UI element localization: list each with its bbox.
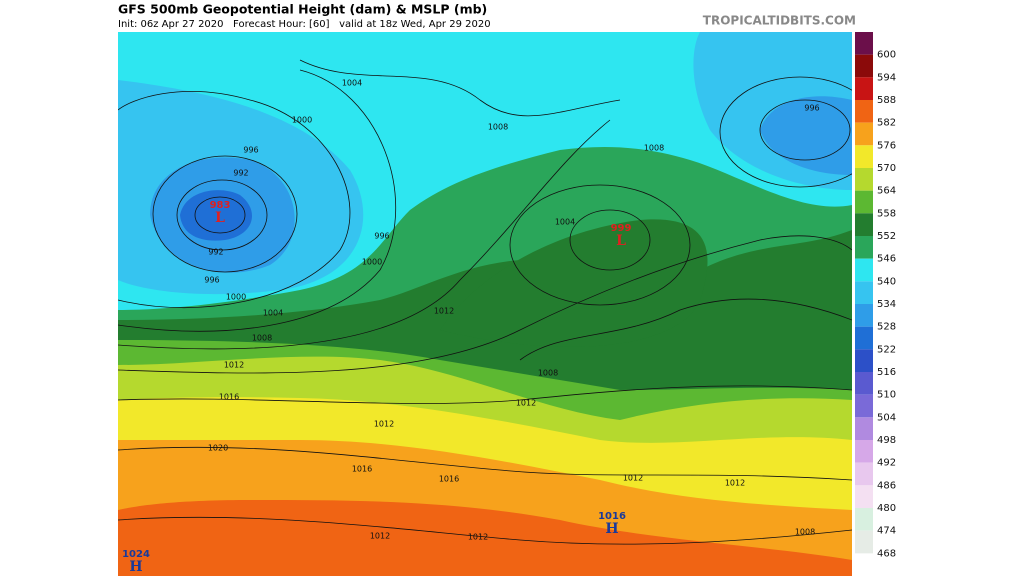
colorbar-swatch [855,122,873,146]
isobar-label: 1004 [555,218,575,227]
isobar-label: 1008 [644,144,664,153]
colorbar-swatch [855,32,873,55]
colorbar-swatch [855,213,873,236]
isobar-label: 1008 [795,528,815,537]
colorbar-label: 540 [877,276,896,287]
colorbar-label: 504 [877,412,896,423]
isobar-label: 1012 [725,479,745,488]
isobar-label: 1016 [352,465,372,474]
colorbar-swatch [855,77,873,100]
colorbar-swatch [855,530,873,554]
isobar-label: 1012 [468,533,488,542]
pressure-symbol: L [616,233,626,249]
map [118,32,852,576]
colorbar-label: 576 [877,140,896,151]
colorbar-label: 486 [877,480,896,491]
colorbar-swatch [855,485,873,508]
isobar-label: 996 [243,146,258,155]
isobar-label: 1012 [434,307,454,316]
colorbar: 600 594 588 582 576 570 564 558 552 546 540 534 528 5… [855,32,896,559]
colorbar-label: 582 [877,118,896,129]
colorbar-label: 558 [877,208,896,219]
colorbar-label: 600 [877,50,896,61]
colorbar-label: 480 [877,503,896,514]
colorbar-swatch [855,462,873,486]
pressure-symbol: L [215,210,225,226]
isobar-label: 996 [804,104,819,113]
isobar-label: 1016 [439,475,459,484]
colorbar-label: 510 [877,390,896,401]
pressure-value: 983 [210,200,231,211]
colorbar-label: 474 [877,526,896,537]
isobars [118,59,852,545]
colorbar-swatch [855,168,873,191]
pressure-value: 1016 [598,511,626,522]
colorbar-swatch [855,326,873,350]
colorbar-swatch [855,440,873,463]
colorbar-swatch [855,281,873,304]
isobar-label: 1012 [623,474,643,483]
colorbar-label: 552 [877,231,896,242]
isobar-label: 1000 [362,258,382,267]
colorbar-label: 516 [877,367,896,378]
colorbar-label: 564 [877,186,896,197]
colorbar-swatch [855,145,873,168]
colorbar-swatch [855,190,873,214]
isobar-label: 1008 [488,123,508,132]
colorbar-swatch [855,417,873,440]
isobar-label: 1000 [226,293,246,302]
colorbar-label: 492 [877,458,896,469]
isobar-label: 1008 [252,334,272,343]
colorbar-label: 534 [877,299,896,310]
isobar-label: 1000 [292,116,312,125]
isobar-label: 1012 [516,399,536,408]
isobar-label: 1020 [208,444,228,453]
colorbar-swatch [855,100,873,123]
colorbar-swatch [855,258,873,282]
pressure-symbol: H [129,559,142,575]
isobar-label: 992 [233,169,248,178]
pressure-value: 1024 [122,549,150,560]
isobar-label: 1012 [224,361,244,370]
title: GFS 500mb Geopotential Height (dam) & MS… [118,2,487,17]
colorbar-label: 528 [877,322,896,333]
colorbar-swatch [855,236,873,259]
pressure-value: 999 [611,223,632,234]
isobar-label: 1012 [374,420,394,429]
colorbar-swatch [855,508,873,531]
isobar-label: 996 [204,276,219,285]
colorbar-label: 588 [877,95,896,106]
colorbar-label: 594 [877,72,896,83]
colorbar-swatch [855,304,873,327]
colorbar-label: 570 [877,163,896,174]
colorbar-swatch [855,372,873,395]
height-band [180,190,252,241]
subtitle: Init: 06z Apr 27 2020 Forecast Hour: [60… [118,19,491,30]
colorbar-swatch [855,349,873,372]
colorbar-label: 498 [877,435,896,446]
pressure-symbol: H [605,521,618,537]
colorbar-swatch [855,54,873,78]
map-labels: 1004 1000 996 992 992 996 1000 1004 1008 1012 1016… [122,79,820,576]
height-band [440,219,708,347]
isobar-label: 1016 [219,393,239,402]
isobar-label: 1004 [263,309,283,318]
colorbar-label: 522 [877,344,896,355]
isobar-label: 1012 [370,532,390,541]
colorbar-label: 468 [877,548,896,559]
source: TROPICALTIDBITS.COM [703,14,856,28]
isobar-label: 1008 [538,369,558,378]
colorbar-label: 546 [877,254,896,265]
colorbar-swatch [855,394,873,418]
isobar-label: 1004 [342,79,362,88]
isobar-label: 996 [374,232,389,241]
isobar-label: 992 [208,248,223,257]
